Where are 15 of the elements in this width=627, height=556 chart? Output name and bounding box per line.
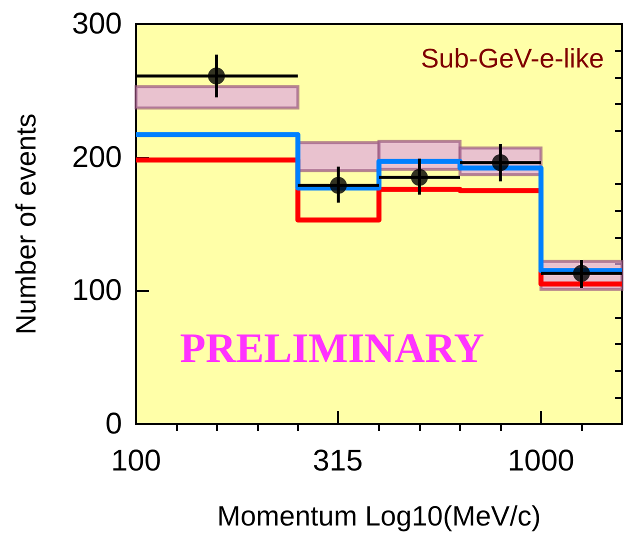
- y-tick-label: 300: [72, 8, 122, 40]
- y-axis-title: Number of events: [10, 114, 42, 334]
- y-tick-label: 0: [105, 408, 122, 440]
- point: [330, 176, 347, 194]
- point: [573, 264, 590, 282]
- x-tick-label: 1000: [508, 444, 574, 478]
- x-tick-label: 100: [110, 444, 162, 478]
- x-axis-title: Momentum Log10(MeV/c): [217, 500, 541, 532]
- x-tick-label: 315: [312, 444, 363, 478]
- annotation: PRELIMINARY: [180, 326, 484, 372]
- text: Sub-GeV-e-like: [420, 44, 604, 74]
- point: [410, 168, 428, 186]
- y-tick-label: 200: [72, 140, 122, 174]
- y-tick-label: 100: [72, 274, 122, 308]
- point: [492, 154, 509, 172]
